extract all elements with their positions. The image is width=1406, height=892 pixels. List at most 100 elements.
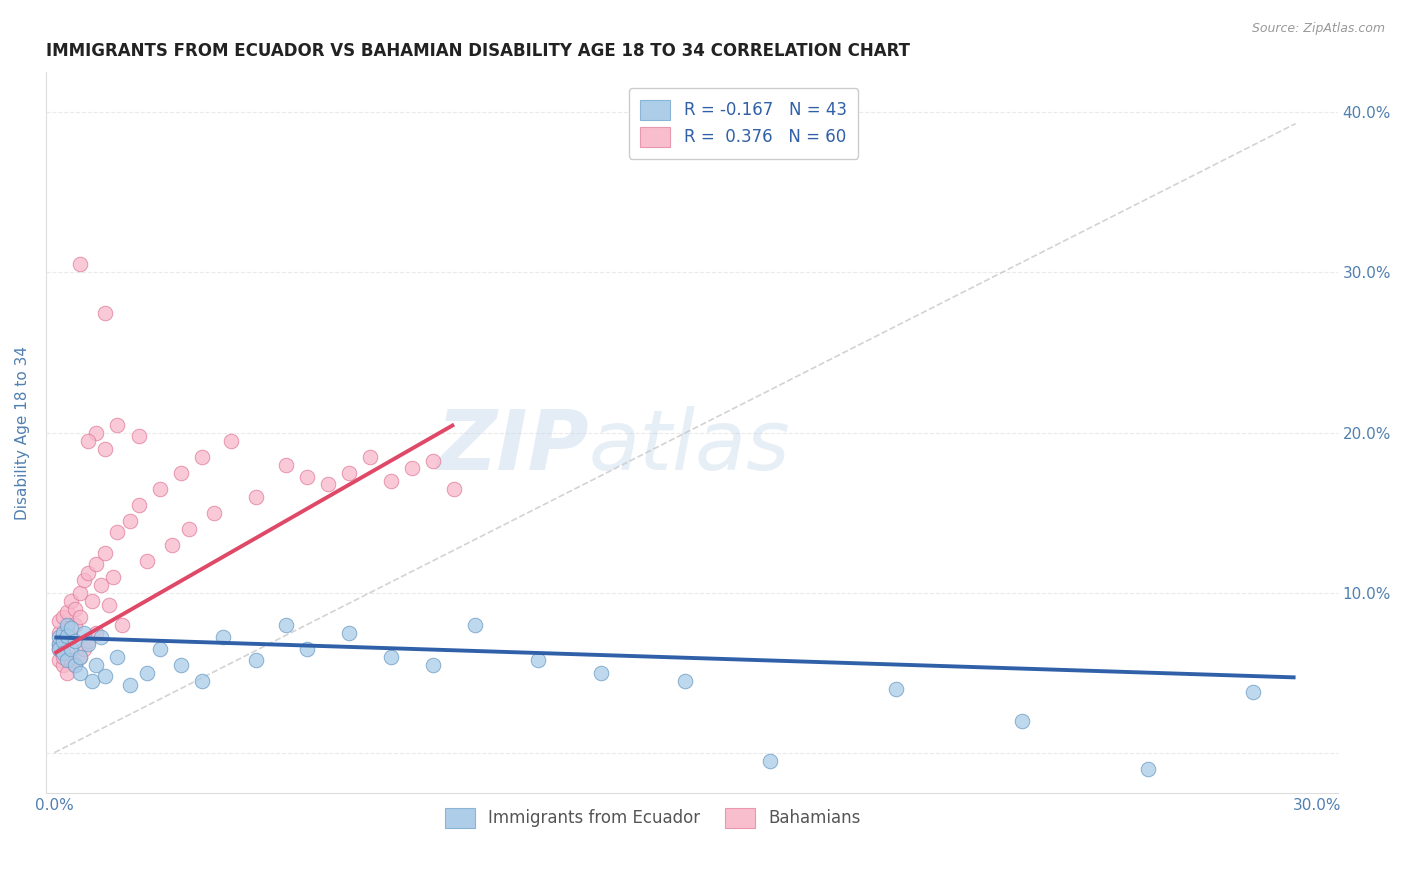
Point <box>103 569 125 583</box>
Text: atlas: atlas <box>589 407 790 487</box>
Point <box>52 647 75 661</box>
Point <box>111 617 134 632</box>
Point <box>65 617 87 632</box>
Point <box>69 258 91 272</box>
Point <box>60 631 83 645</box>
Point <box>94 305 117 319</box>
Point <box>56 641 79 656</box>
Point <box>245 490 267 504</box>
Point <box>120 678 142 692</box>
Point <box>591 665 613 680</box>
Point <box>675 673 697 688</box>
Point <box>190 450 212 464</box>
Point <box>295 470 318 484</box>
Point <box>136 665 159 680</box>
Point <box>128 428 150 442</box>
Point <box>77 566 100 581</box>
Point <box>527 653 550 667</box>
Point <box>69 609 91 624</box>
Point <box>65 601 87 615</box>
Point <box>52 657 75 672</box>
Point <box>56 605 79 619</box>
Point <box>56 617 79 632</box>
Point <box>90 631 112 645</box>
Point <box>65 657 87 672</box>
Point <box>82 673 104 688</box>
Point <box>148 482 170 496</box>
Point <box>169 657 191 672</box>
Point <box>77 633 100 648</box>
Point <box>73 625 96 640</box>
Point <box>884 681 907 696</box>
Point <box>48 631 70 645</box>
Point <box>160 538 183 552</box>
Point <box>94 669 117 683</box>
Point <box>52 631 75 645</box>
Point <box>48 641 70 656</box>
Point <box>60 653 83 667</box>
Point <box>69 665 91 680</box>
Point <box>274 458 297 472</box>
Point <box>86 557 108 571</box>
Point <box>359 450 381 464</box>
Point <box>73 641 96 656</box>
Point <box>60 593 83 607</box>
Point <box>107 417 129 432</box>
Point <box>169 466 191 480</box>
Point <box>107 649 129 664</box>
Text: ZIP: ZIP <box>436 407 589 487</box>
Point <box>422 657 444 672</box>
Point <box>120 514 142 528</box>
Point <box>52 649 75 664</box>
Point <box>758 754 780 768</box>
Point <box>128 498 150 512</box>
Point <box>211 631 233 645</box>
Point <box>316 476 339 491</box>
Point <box>48 641 70 656</box>
Point <box>52 609 75 624</box>
Point <box>52 625 75 640</box>
Text: IMMIGRANTS FROM ECUADOR VS BAHAMIAN DISABILITY AGE 18 TO 34 CORRELATION CHART: IMMIGRANTS FROM ECUADOR VS BAHAMIAN DISA… <box>46 42 910 60</box>
Point <box>48 637 70 651</box>
Point <box>1137 762 1160 776</box>
Point <box>52 633 75 648</box>
Point <box>94 545 117 559</box>
Point <box>295 641 318 656</box>
Point <box>1243 685 1265 699</box>
Text: Source: ZipAtlas.com: Source: ZipAtlas.com <box>1251 22 1385 36</box>
Y-axis label: Disability Age 18 to 34: Disability Age 18 to 34 <box>15 345 30 519</box>
Point <box>380 649 402 664</box>
Point <box>422 454 444 468</box>
Point <box>107 524 129 539</box>
Point <box>202 506 225 520</box>
Point <box>1011 714 1033 728</box>
Point <box>136 553 159 567</box>
Point <box>65 633 87 648</box>
Point <box>48 653 70 667</box>
Point <box>380 474 402 488</box>
Point <box>77 434 100 448</box>
Point <box>337 625 360 640</box>
Point <box>56 621 79 635</box>
Point <box>94 442 117 456</box>
Point <box>60 641 83 656</box>
Point <box>48 615 70 629</box>
Point <box>82 593 104 607</box>
Point <box>148 641 170 656</box>
Point <box>90 577 112 591</box>
Point <box>337 466 360 480</box>
Point <box>401 460 423 475</box>
Point <box>219 434 242 448</box>
Point <box>177 522 200 536</box>
Point <box>274 617 297 632</box>
Point <box>98 599 121 613</box>
Point <box>73 573 96 587</box>
Point <box>464 617 486 632</box>
Point <box>48 637 70 651</box>
Legend: Immigrants from Ecuador, Bahamians: Immigrants from Ecuador, Bahamians <box>439 801 868 835</box>
Point <box>56 665 79 680</box>
Point <box>86 425 108 440</box>
Point <box>69 649 91 664</box>
Point <box>69 649 91 664</box>
Point <box>56 629 79 643</box>
